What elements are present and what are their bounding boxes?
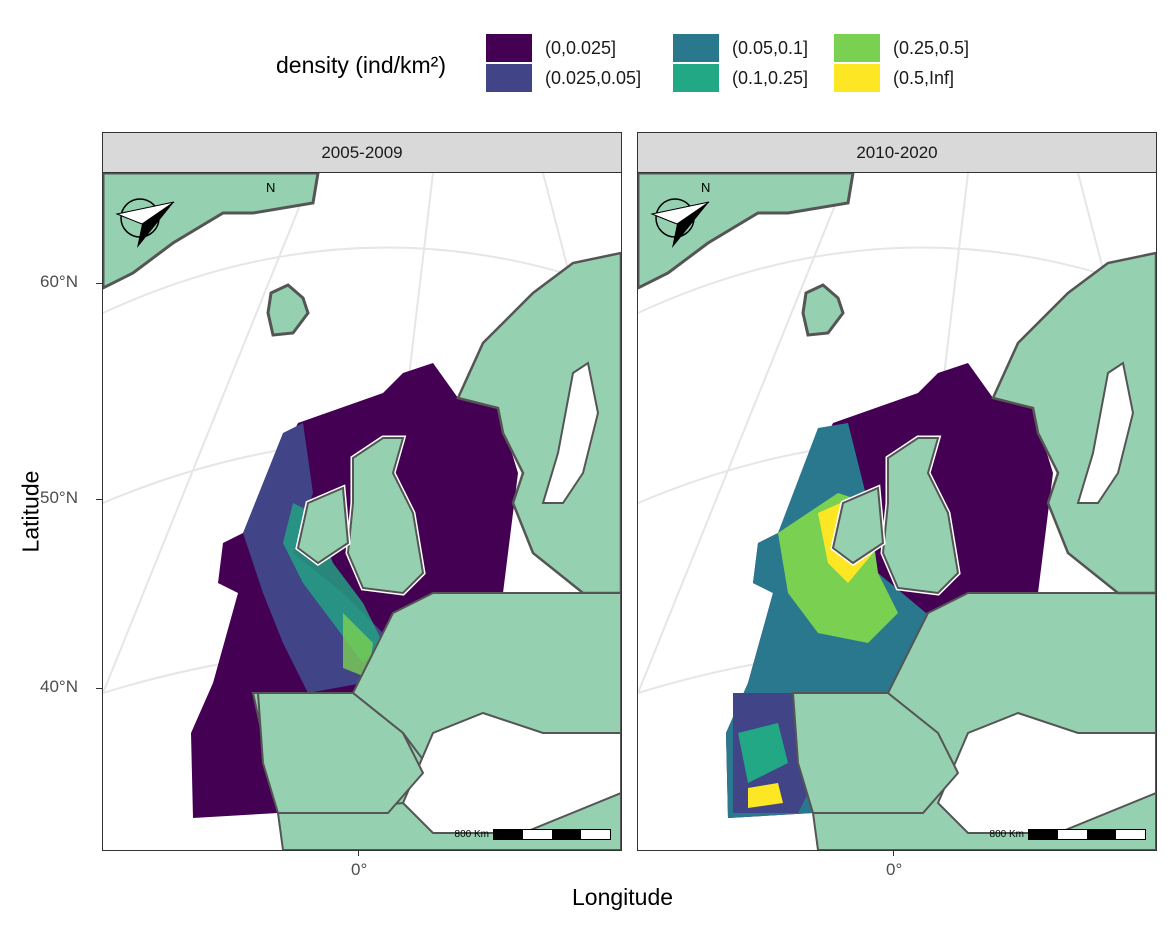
map-svg <box>103 173 621 850</box>
scalebar: 800 Km <box>990 829 1146 840</box>
panel-2010-2020: 2010-2020 <box>637 132 1157 851</box>
scalebar: 800 Km <box>455 829 611 840</box>
scalebar-label: 800 Km <box>454 829 489 840</box>
y-tick-mark <box>96 499 102 500</box>
map-svg <box>638 173 1156 850</box>
panel-strip: 2005-2009 <box>102 132 622 173</box>
legend: density (ind/km²) (0,0.025] (0.025,0.05]… <box>0 34 1170 98</box>
panel-strip: 2010-2020 <box>637 132 1157 173</box>
legend-label-3: (0.1,0.25] <box>732 68 809 88</box>
legend-key-2 <box>673 34 719 62</box>
x-tick-0-right: 0° <box>886 860 903 879</box>
legend-key-3 <box>673 64 719 92</box>
scalebar-label: 800 Km <box>989 829 1024 840</box>
y-tick-mark <box>96 283 102 284</box>
legend-title: density (ind/km²) <box>276 52 446 78</box>
legend-key-1 <box>486 64 532 92</box>
legend-label-5: (0.5,Inf] <box>893 68 955 88</box>
legend-key-5 <box>834 64 880 92</box>
y-axis-title: Latitude <box>17 470 44 553</box>
compass-icon <box>650 198 710 248</box>
x-tick-mark <box>893 850 894 856</box>
y-tick-50: 50°N <box>40 488 78 507</box>
map-plot: 800 Km <box>102 172 622 851</box>
x-tick-mark <box>358 850 359 856</box>
x-axis-title: Longitude <box>572 884 674 910</box>
panel-2005-2009: 2005-2009 <box>102 132 622 851</box>
map-plot: 800 Km <box>637 172 1157 851</box>
compass-icon <box>115 198 175 248</box>
legend-label-2: (0.05,0.1] <box>732 38 809 58</box>
y-tick-mark <box>96 688 102 689</box>
legend-key-4 <box>834 34 880 62</box>
y-tick-40: 40°N <box>40 677 78 696</box>
x-tick-0-left: 0° <box>351 860 368 879</box>
legend-label-1: (0.025,0.05] <box>545 68 642 88</box>
compass-n-label: N <box>266 180 276 195</box>
legend-label-4: (0.25,0.5] <box>893 38 970 58</box>
legend-label-0: (0,0.025] <box>545 38 617 58</box>
legend-key-0 <box>486 34 532 62</box>
compass-n-label: N <box>701 180 711 195</box>
y-tick-60: 60°N <box>40 272 78 291</box>
